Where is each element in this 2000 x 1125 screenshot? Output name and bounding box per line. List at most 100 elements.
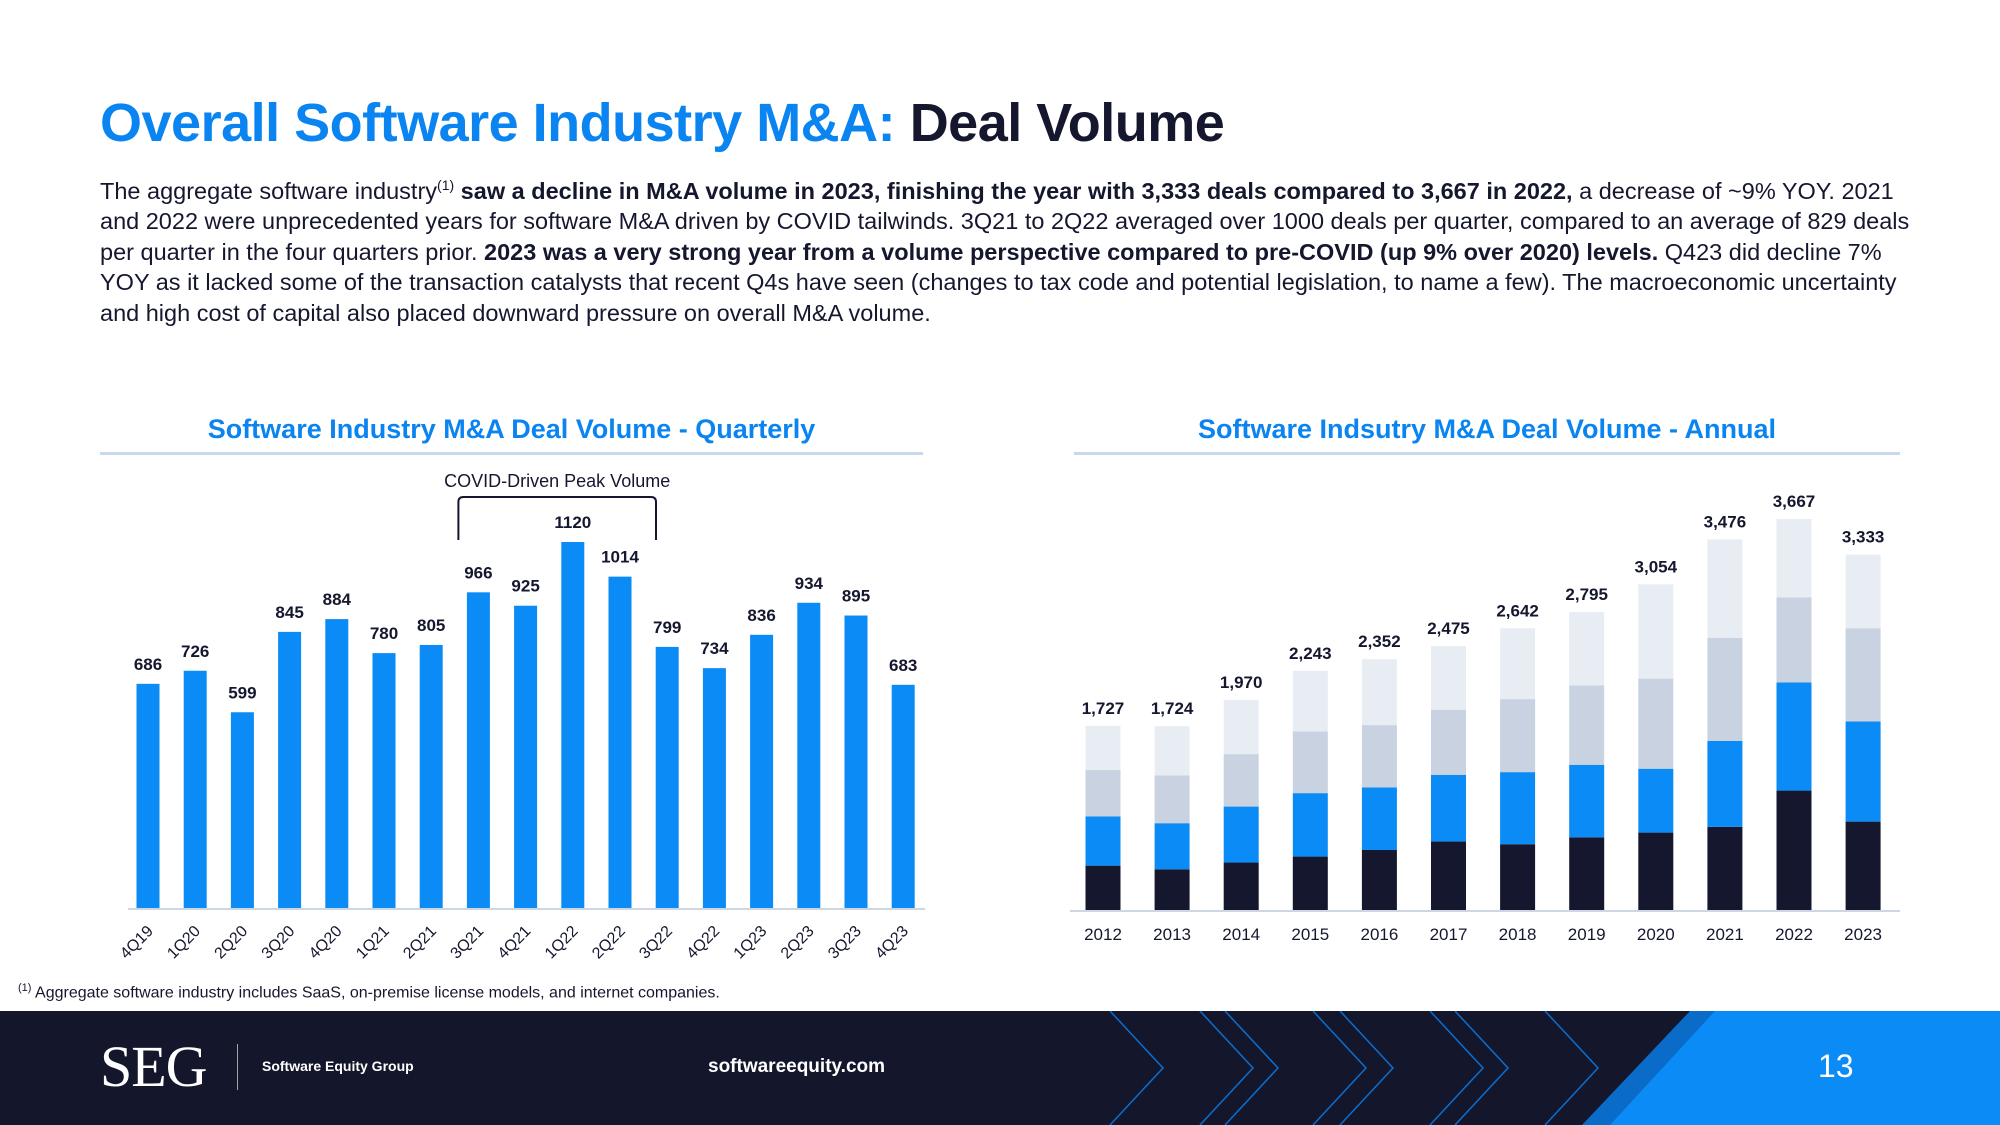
annual-bar-2012-segment-4 xyxy=(1085,725,1121,770)
quarterly-data-label: 683 xyxy=(889,656,917,675)
annual-bar-2014-segment-3 xyxy=(1223,754,1259,807)
annual-bar-2019-segment-2 xyxy=(1569,764,1605,838)
annual-bar-2018-segment-1 xyxy=(1500,844,1536,910)
annual-bar-2017-segment-2 xyxy=(1431,774,1466,842)
annual-bar-2023-segment-1 xyxy=(1845,821,1881,910)
quarterly-bar-3Q22 xyxy=(655,646,679,908)
quarterly-title-underline xyxy=(100,452,923,455)
annual-tick-label: 2014 xyxy=(1222,925,1260,944)
annual-bar-2017-segment-4 xyxy=(1431,646,1466,710)
annual-bar-2020-segment-1 xyxy=(1638,832,1674,910)
annual-bar-2016-segment-2 xyxy=(1361,787,1397,850)
summary-text: Q423 did decline 7% YOY as it lacked som… xyxy=(100,238,1897,326)
annual-bar-2021-segment-3 xyxy=(1707,637,1743,741)
quarterly-data-label: 884 xyxy=(323,590,352,609)
quarterly-tick-label: 1Q20 xyxy=(164,923,204,963)
annual-bar-2021-segment-1 xyxy=(1707,826,1743,910)
quarterly-tick-label: 2Q20 xyxy=(212,923,252,963)
quarterly-tick-label: 4Q21 xyxy=(495,923,535,963)
quarterly-bar-2Q20 xyxy=(230,712,254,908)
annual-total-label: 2,243 xyxy=(1289,644,1332,663)
quarterly-tick-label: 4Q22 xyxy=(684,923,724,963)
summary-text: The aggregate software industry xyxy=(100,177,438,204)
quarterly-data-label: 966 xyxy=(464,563,492,582)
quarterly-data-label: 845 xyxy=(275,603,303,622)
quarterly-tick-label: 2Q23 xyxy=(778,923,818,963)
quarterly-tick-label: 4Q23 xyxy=(872,923,912,963)
annual-bar-2015-segment-1 xyxy=(1292,856,1328,910)
summary-bold: 2023 was a very strong year from a volum… xyxy=(484,238,1659,265)
annual-bar-2016-segment-4 xyxy=(1361,659,1397,726)
annual-tick-label: 2012 xyxy=(1084,925,1122,944)
website-link[interactable]: softwareequity.com xyxy=(708,1056,886,1077)
quarterly-tick-label: 4Q19 xyxy=(117,923,157,963)
annual-total-label: 3,054 xyxy=(1635,557,1678,576)
footnote-marker: (1) xyxy=(18,982,32,994)
annual-total-label: 3,476 xyxy=(1704,512,1747,531)
quarterly-tick-label: 2Q21 xyxy=(400,923,440,963)
quarterly-bar-3Q21 xyxy=(466,592,490,908)
annual-bar-2013-segment-1 xyxy=(1154,869,1190,910)
quarterly-bar-1Q23 xyxy=(750,634,774,908)
quarterly-data-label: 734 xyxy=(700,639,729,658)
annual-bar-2020-segment-2 xyxy=(1638,768,1674,833)
annual-tick-label: 2016 xyxy=(1360,925,1398,944)
quarterly-tick-label: 3Q21 xyxy=(448,923,488,963)
annual-bar-2017-segment-1 xyxy=(1431,841,1466,910)
seg-logo: SEG xyxy=(100,1034,208,1099)
title-accent: Overall Software Industry M&A: xyxy=(100,93,896,153)
quarterly-bar-3Q20 xyxy=(278,631,302,908)
annual-bar-2014-segment-2 xyxy=(1223,806,1259,863)
annual-bar-2022-segment-2 xyxy=(1776,682,1812,791)
annual-bar-2012-segment-1 xyxy=(1085,865,1121,910)
annual-total-label: 2,352 xyxy=(1358,632,1401,651)
annual-tick-label: 2017 xyxy=(1430,925,1468,944)
quarterly-tick-label: 4Q20 xyxy=(306,923,346,963)
annual-bar-2012-segment-3 xyxy=(1085,769,1121,817)
logo-divider xyxy=(237,1044,238,1090)
annual-bar-2023-segment-3 xyxy=(1845,628,1881,722)
annual-tick-label: 2019 xyxy=(1568,925,1606,944)
annual-tick-label: 2022 xyxy=(1775,925,1813,944)
quarterly-bar-4Q22 xyxy=(702,668,726,908)
quarterly-bar-1Q20 xyxy=(183,670,207,908)
annual-bar-2020-segment-3 xyxy=(1638,678,1674,769)
annual-chart-title: Software Indsutry M&A Deal Volume - Annu… xyxy=(1197,414,1777,444)
footer-chevrons xyxy=(1109,1011,2000,1125)
company-name: Software Equity Group xyxy=(262,1058,414,1074)
covid-bracket xyxy=(457,496,657,540)
annual-bar-2019-segment-4 xyxy=(1569,611,1605,686)
charts-canvas: 686 4Q19 726 1Q20 599 2Q20 845 3Q20 884 4Q20 780 1Q… xyxy=(117,471,1900,963)
annual-tick-label: 2021 xyxy=(1706,925,1744,944)
quarterly-tick-label: 1Q23 xyxy=(731,923,771,963)
annual-bar-2015-segment-3 xyxy=(1292,731,1328,794)
annual-total-label: 2,795 xyxy=(1565,585,1608,604)
annual-total-label: 2,475 xyxy=(1427,619,1470,638)
title-main: Deal Volume xyxy=(909,93,1225,153)
annual-bar-2022-segment-3 xyxy=(1776,597,1812,683)
annual-tick-label: 2015 xyxy=(1291,925,1329,944)
annual-bar-2022-segment-4 xyxy=(1776,519,1812,598)
quarterly-bar-2Q22 xyxy=(608,576,632,908)
quarterly-bar-4Q19 xyxy=(136,683,160,908)
annual-bar-2016-segment-3 xyxy=(1361,725,1397,788)
quarterly-bar-1Q22 xyxy=(561,542,585,908)
summary-paragraph: The aggregate software industry(1) saw a… xyxy=(100,170,1910,328)
annual-bar-2018-segment-3 xyxy=(1500,699,1536,773)
annual-bar-2014-segment-4 xyxy=(1223,699,1259,755)
annual-bar-2012-segment-2 xyxy=(1085,816,1121,866)
annual-total-label: 2,642 xyxy=(1496,601,1539,620)
summary-text: a decrease of ~9% YOY. 2021 and 2022 wer… xyxy=(100,177,1910,265)
annual-bar-2013-segment-4 xyxy=(1154,726,1190,776)
quarterly-data-label: 934 xyxy=(795,574,824,593)
quarterly-data-label: 726 xyxy=(181,642,209,661)
annual-title-underline xyxy=(1074,452,1900,455)
quarterly-data-label: 895 xyxy=(842,587,870,606)
quarterly-tick-label: 1Q22 xyxy=(542,923,582,963)
annual-bar-2022-segment-1 xyxy=(1776,790,1812,910)
quarterly-data-label: 836 xyxy=(747,606,775,625)
quarterly-data-label: 1014 xyxy=(601,548,639,567)
footnote: (1) Aggregate software industry includes… xyxy=(18,982,720,1002)
annual-tick-label: 2018 xyxy=(1499,925,1537,944)
annual-bar-2019-segment-1 xyxy=(1569,837,1605,910)
